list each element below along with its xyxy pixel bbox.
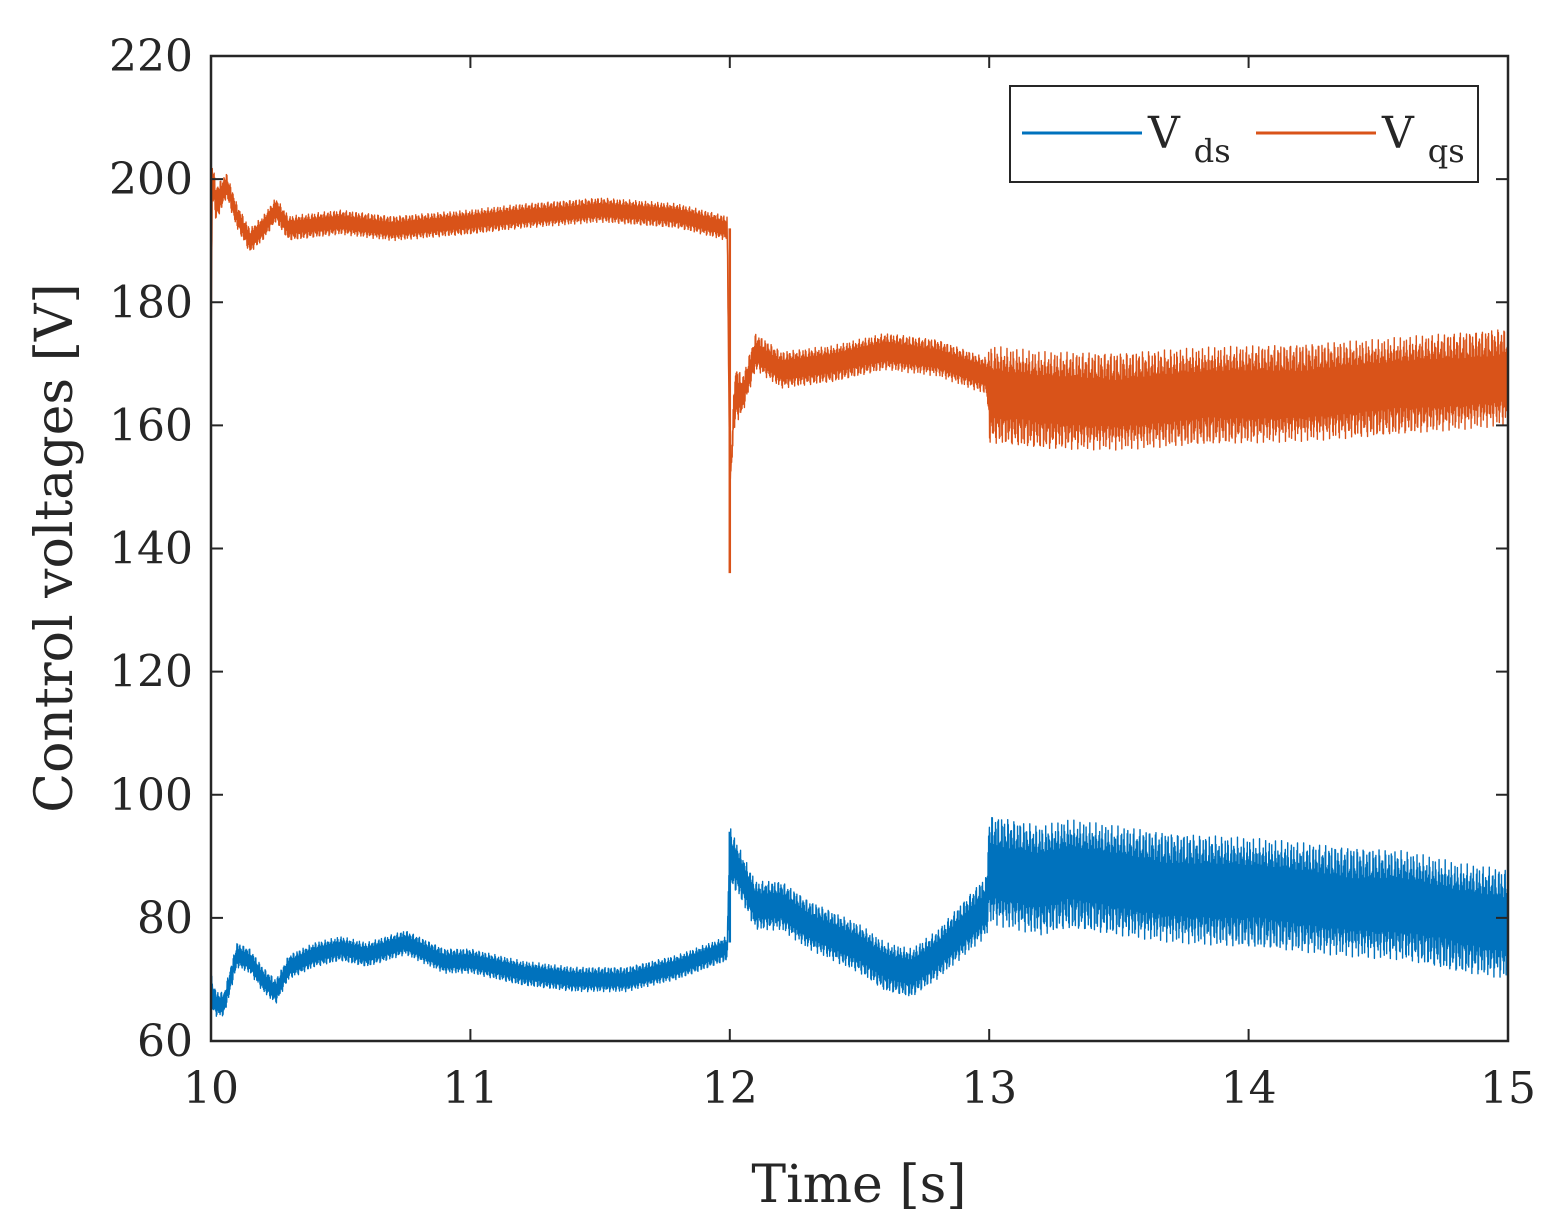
series-line-vds bbox=[210, 817, 1509, 1017]
legend-label-vqs-sub: qs bbox=[1428, 132, 1465, 170]
y-tick-label-160: 160 bbox=[109, 400, 193, 451]
legend-label-vqs: V qs bbox=[1381, 108, 1465, 170]
x-tick-label-10: 10 bbox=[183, 1063, 239, 1114]
x-tick-label-15: 15 bbox=[1480, 1063, 1536, 1114]
x-tick-label-14: 14 bbox=[1221, 1063, 1277, 1114]
series-layer bbox=[210, 167, 1509, 1017]
y-tick-label-80: 80 bbox=[137, 893, 193, 944]
y-tick-label-120: 120 bbox=[109, 647, 193, 698]
legend-label-vqs-main: V bbox=[1381, 108, 1415, 159]
ticks-layer: 10 11 12 13 14 15 60 80 100 120 140 160 180 200 220 bbox=[109, 31, 1536, 1114]
y-tick-label-100: 100 bbox=[109, 770, 193, 821]
y-tick-label-140: 140 bbox=[109, 524, 193, 575]
legend-label-vds-sub: ds bbox=[1194, 132, 1231, 170]
y-tick-label-220: 220 bbox=[109, 31, 193, 82]
y-tick-label-180: 180 bbox=[109, 277, 193, 328]
series-line-vqs bbox=[210, 167, 1509, 488]
x-tick-label-12: 12 bbox=[702, 1063, 758, 1114]
x-axis-label: Time [s] bbox=[751, 1155, 966, 1215]
legend-label-vds: V ds bbox=[1147, 108, 1231, 170]
x-tick-label-11: 11 bbox=[442, 1063, 498, 1114]
y-tick-label-60: 60 bbox=[137, 1016, 193, 1067]
y-axis-label: Control voltages [V] bbox=[25, 283, 85, 812]
legend-label-vds-main: V bbox=[1147, 108, 1181, 159]
y-tick-label-200: 200 bbox=[109, 154, 193, 205]
x-tick-label-13: 13 bbox=[961, 1063, 1017, 1114]
legend: V ds V qs bbox=[1009, 85, 1479, 183]
